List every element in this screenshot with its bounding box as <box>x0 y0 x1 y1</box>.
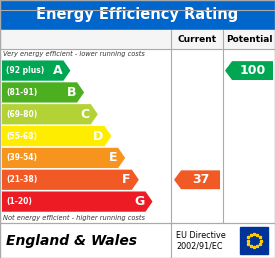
Text: 2002/91/EC: 2002/91/EC <box>176 241 222 250</box>
Text: D: D <box>93 130 103 143</box>
Text: EU Directive: EU Directive <box>176 231 226 240</box>
Polygon shape <box>2 191 153 212</box>
Polygon shape <box>174 170 220 189</box>
Text: Potential: Potential <box>226 35 272 44</box>
Bar <box>240 227 268 254</box>
Text: 37: 37 <box>192 173 209 186</box>
Text: (69-80): (69-80) <box>6 110 37 119</box>
Bar <box>0 223 275 258</box>
Text: Energy Efficiency Rating: Energy Efficiency Rating <box>36 7 239 22</box>
Text: A: A <box>53 64 62 77</box>
Text: (81-91): (81-91) <box>6 88 37 97</box>
Text: B: B <box>67 86 76 99</box>
Polygon shape <box>2 126 111 146</box>
Text: 100: 100 <box>239 64 266 77</box>
Text: G: G <box>134 195 145 208</box>
Text: C: C <box>81 108 90 121</box>
Polygon shape <box>2 82 84 102</box>
Text: Not energy efficient - higher running costs: Not energy efficient - higher running co… <box>3 215 145 221</box>
Text: (92 plus): (92 plus) <box>6 66 44 75</box>
Bar <box>0 0 275 30</box>
Polygon shape <box>2 60 70 81</box>
Text: (55-68): (55-68) <box>6 132 37 141</box>
Text: England & Wales: England & Wales <box>6 233 137 248</box>
Text: E: E <box>109 151 117 164</box>
Text: Very energy efficient - lower running costs: Very energy efficient - lower running co… <box>3 51 145 57</box>
Polygon shape <box>225 61 273 80</box>
Text: (39-54): (39-54) <box>6 154 37 163</box>
Bar <box>0 10 275 223</box>
Text: (1-20): (1-20) <box>6 197 32 206</box>
Text: (21-38): (21-38) <box>6 175 37 184</box>
Text: F: F <box>122 173 131 186</box>
Bar <box>0 30 275 49</box>
Polygon shape <box>2 148 125 168</box>
Polygon shape <box>2 104 98 124</box>
Polygon shape <box>2 170 139 190</box>
Text: Current: Current <box>177 35 217 44</box>
